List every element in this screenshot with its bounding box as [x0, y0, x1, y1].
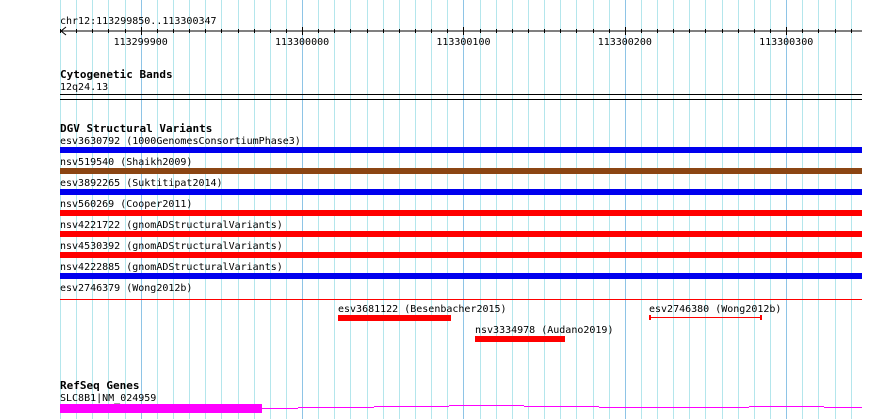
gene-intron: [749, 406, 824, 407]
variant-bar[interactable]: [60, 168, 862, 174]
ruler-tick-label: 113300200: [598, 37, 652, 48]
gene-intron: [298, 407, 374, 408]
variant-label: nsv4530392 (gnomADStructuralVariants): [60, 241, 283, 252]
gene-intron: [824, 407, 862, 408]
ruler-tick-label: 113300300: [759, 37, 813, 48]
gene-intron: [524, 406, 599, 407]
variant-label: esv2746380 (Wong2012b): [649, 304, 781, 315]
variant-bar[interactable]: [60, 231, 862, 237]
variant-bar[interactable]: [60, 147, 862, 153]
variant-label: esv3892265 (Suktitipat2014): [60, 178, 223, 189]
ruler-ticks: 113299900 113300000 113300100 113300200 1133…: [60, 27, 852, 48]
variant-bar[interactable]: [60, 252, 862, 258]
variant-label: nsv519540 (Shaikh2009): [60, 157, 192, 168]
variant-bar[interactable]: [60, 299, 862, 300]
gene-intron: [674, 407, 749, 408]
gene-intron: [449, 405, 524, 406]
variant-bar[interactable]: [60, 273, 862, 279]
refseq-track-title[interactable]: RefSeq Genes: [60, 379, 139, 392]
variant-label: esv3681122 (Besenbacher2015): [338, 304, 507, 315]
gene-intron: [262, 408, 298, 409]
ruler-range-label: chr12:113299850..113300347: [60, 16, 217, 27]
cytoband-track-title[interactable]: Cytogenetic Bands: [60, 68, 173, 81]
variant-bar-end: [649, 315, 651, 320]
cytoband-label: 12q24.13: [60, 82, 108, 93]
variant-label: nsv3334978 (Audano2019): [475, 325, 613, 336]
variant-bar[interactable]: [60, 189, 862, 195]
variant-bar[interactable]: [338, 315, 451, 321]
refseq-gene-label: SLC8B1|NM_024959: [60, 393, 156, 404]
variant-label: nsv4221722 (gnomADStructuralVariants): [60, 220, 283, 231]
ruler-tick-label: 113299900: [114, 37, 168, 48]
gene-exon[interactable]: [60, 404, 262, 413]
variant-bar[interactable]: [649, 317, 762, 318]
variant-label: nsv560269 (Cooper2011): [60, 199, 192, 210]
variant-label: esv3630792 (1000GenomesConsortiumPhase3): [60, 136, 301, 147]
gene-intron: [599, 407, 674, 408]
ruler-tick-label: 113300100: [436, 37, 490, 48]
gene-intron: [374, 406, 449, 407]
variant-bar[interactable]: [475, 336, 565, 342]
ruler-tick-label: 113300000: [275, 37, 329, 48]
dgv-track-title[interactable]: DGV Structural Variants: [60, 122, 212, 135]
variant-label: nsv4222885 (gnomADStructuralVariants): [60, 262, 283, 273]
variant-label: esv2746379 (Wong2012b): [60, 283, 192, 294]
grid-lines: [60, 0, 852, 419]
dgv-features: esv3630792 (1000GenomesConsortiumPhase3)…: [60, 136, 862, 342]
variant-bar[interactable]: [60, 210, 862, 216]
refseq-gene-feature[interactable]: [60, 404, 862, 413]
variant-bar-end: [760, 315, 762, 320]
